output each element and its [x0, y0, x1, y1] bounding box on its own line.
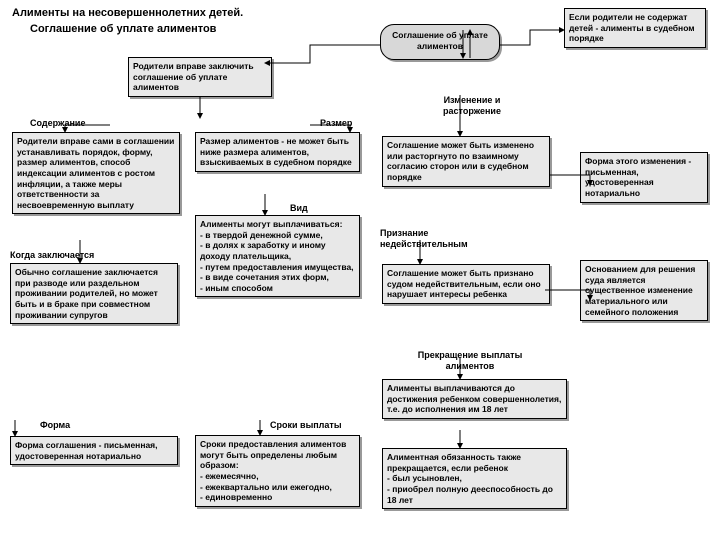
page-title-2: Соглашение об уплате алиментов [30, 22, 370, 36]
label-forma: Форма [40, 420, 70, 431]
node-n6: Размер алиментов - не может быть ниже ра… [195, 132, 360, 172]
node-n8: Сроки предоставления алиментов могут быт… [195, 435, 360, 507]
label-sroki: Сроки выплаты [270, 420, 342, 431]
label-priznan: Признание недействительным [380, 228, 500, 250]
node-n1: Если родители не содержат детей - алимен… [564, 8, 706, 48]
label-soderzh: Содержание [30, 118, 85, 129]
node-n12: Основанием для решения суда является сущ… [580, 260, 708, 321]
node-n3: Родители вправе сами в соглашении устана… [12, 132, 180, 214]
node-n9: Соглашение может быть изменено или расто… [382, 136, 550, 187]
label-vid: Вид [290, 203, 308, 214]
node-root: Соглашение об уплате алиментов [380, 24, 500, 60]
node-n11: Соглашение может быть признано судом нед… [382, 264, 550, 304]
page-title-1: Алименты на несовершеннолетних детей. [12, 6, 372, 20]
node-n14: Алиментная обязанность также прекращаетс… [382, 448, 567, 509]
label-izmen: Изменение и расторжение [432, 95, 512, 117]
node-n13: Алименты выплачиваются до достижения реб… [382, 379, 567, 419]
node-n2: Родители вправе заключить соглашение об … [128, 57, 272, 97]
node-n5: Форма соглашения - письменная, удостовер… [10, 436, 178, 465]
label-kogda: Когда заключается [10, 250, 94, 261]
label-prekr: Прекращение выплаты алиментов [405, 350, 535, 372]
node-n10: Форма этого изменения - письменная, удос… [580, 152, 708, 203]
label-razmer: Размер [320, 118, 352, 129]
node-n4: Обычно соглашение заключается при развод… [10, 263, 178, 324]
node-n7: Алименты могут выплачиваться: - в твердо… [195, 215, 360, 297]
